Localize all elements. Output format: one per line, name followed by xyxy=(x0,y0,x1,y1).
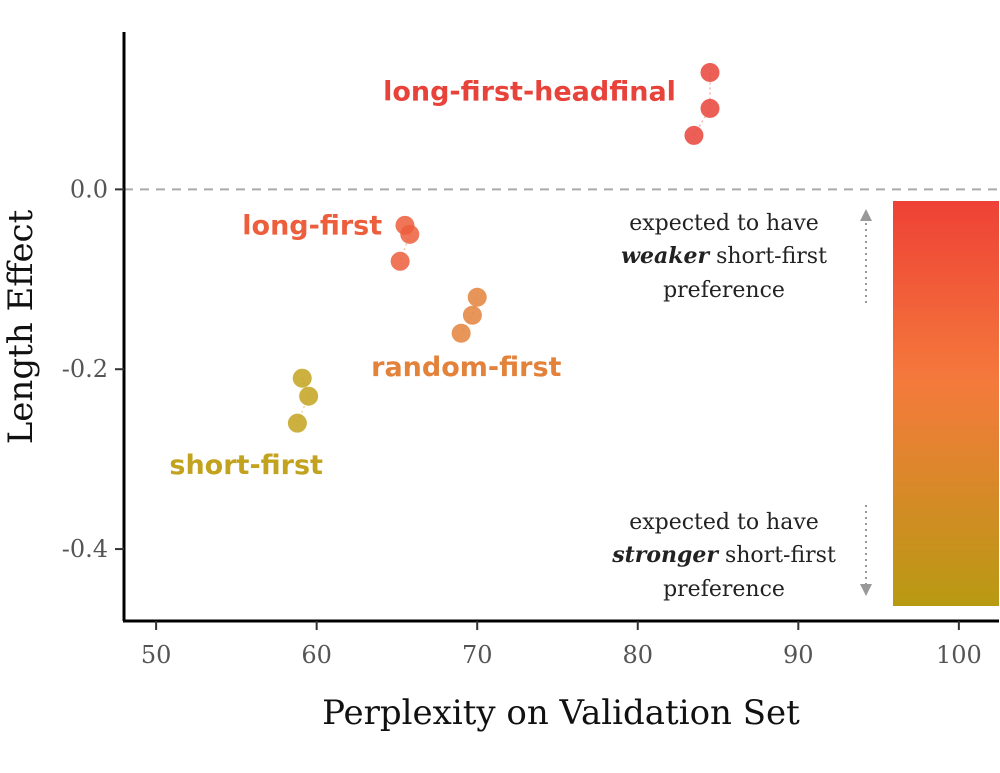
series-long-first: long-first xyxy=(242,210,420,271)
data-point xyxy=(700,98,720,118)
weaker-note-line3: preference xyxy=(663,278,785,303)
x-tick-label: 60 xyxy=(301,641,332,669)
series-layer: long-first-headfinal long-first random-fir… xyxy=(169,62,720,481)
y-axis-ticks: 0.0 -0.2 -0.4 xyxy=(62,175,124,563)
y-tick-label: 0.0 xyxy=(70,175,108,203)
effect-gradient-bar xyxy=(893,201,999,606)
series-long-first-headfinal: long-first-headfinal xyxy=(383,62,720,145)
weaker-note-line2: weaker short-first xyxy=(621,243,827,269)
data-point xyxy=(299,386,319,406)
x-tick-label: 80 xyxy=(622,641,653,669)
data-point xyxy=(684,125,704,145)
x-tick-label: 50 xyxy=(141,641,172,669)
x-axis-title: Perplexity on Validation Set xyxy=(322,693,800,733)
series-label: short-first xyxy=(169,450,323,481)
x-tick-label: 100 xyxy=(936,641,982,669)
series-random-first: random-first xyxy=(371,287,562,383)
y-tick-label: -0.2 xyxy=(62,355,108,383)
stronger-rest: short-first xyxy=(718,543,836,568)
data-point xyxy=(462,305,482,325)
stronger-note-line1: expected to have xyxy=(629,510,819,535)
data-point xyxy=(390,251,410,271)
y-axis-title: Length Effect xyxy=(1,209,41,444)
stronger-note-line2: stronger short-first xyxy=(611,542,836,568)
x-tick-label: 90 xyxy=(783,641,814,669)
data-point xyxy=(292,368,312,388)
series-label: random-first xyxy=(371,352,561,383)
data-point xyxy=(451,323,471,343)
weaker-note-line1: expected to have xyxy=(629,211,819,236)
data-point xyxy=(467,287,487,307)
stronger-note-line3: preference xyxy=(663,577,785,602)
weaker-emphasis: weaker xyxy=(621,243,710,269)
series-label: long-first-headfinal xyxy=(383,76,676,107)
data-point xyxy=(287,413,307,433)
weaker-rest: short-first xyxy=(709,244,827,269)
data-point xyxy=(400,224,420,244)
series-label: long-first xyxy=(242,210,382,241)
series-short-first: short-first xyxy=(169,368,323,481)
y-tick-label: -0.4 xyxy=(62,535,108,563)
stronger-emphasis: stronger xyxy=(611,542,719,568)
data-point xyxy=(700,62,720,82)
x-tick-label: 70 xyxy=(462,641,493,669)
x-axis-ticks: 50 60 70 80 90 100 xyxy=(141,621,982,669)
